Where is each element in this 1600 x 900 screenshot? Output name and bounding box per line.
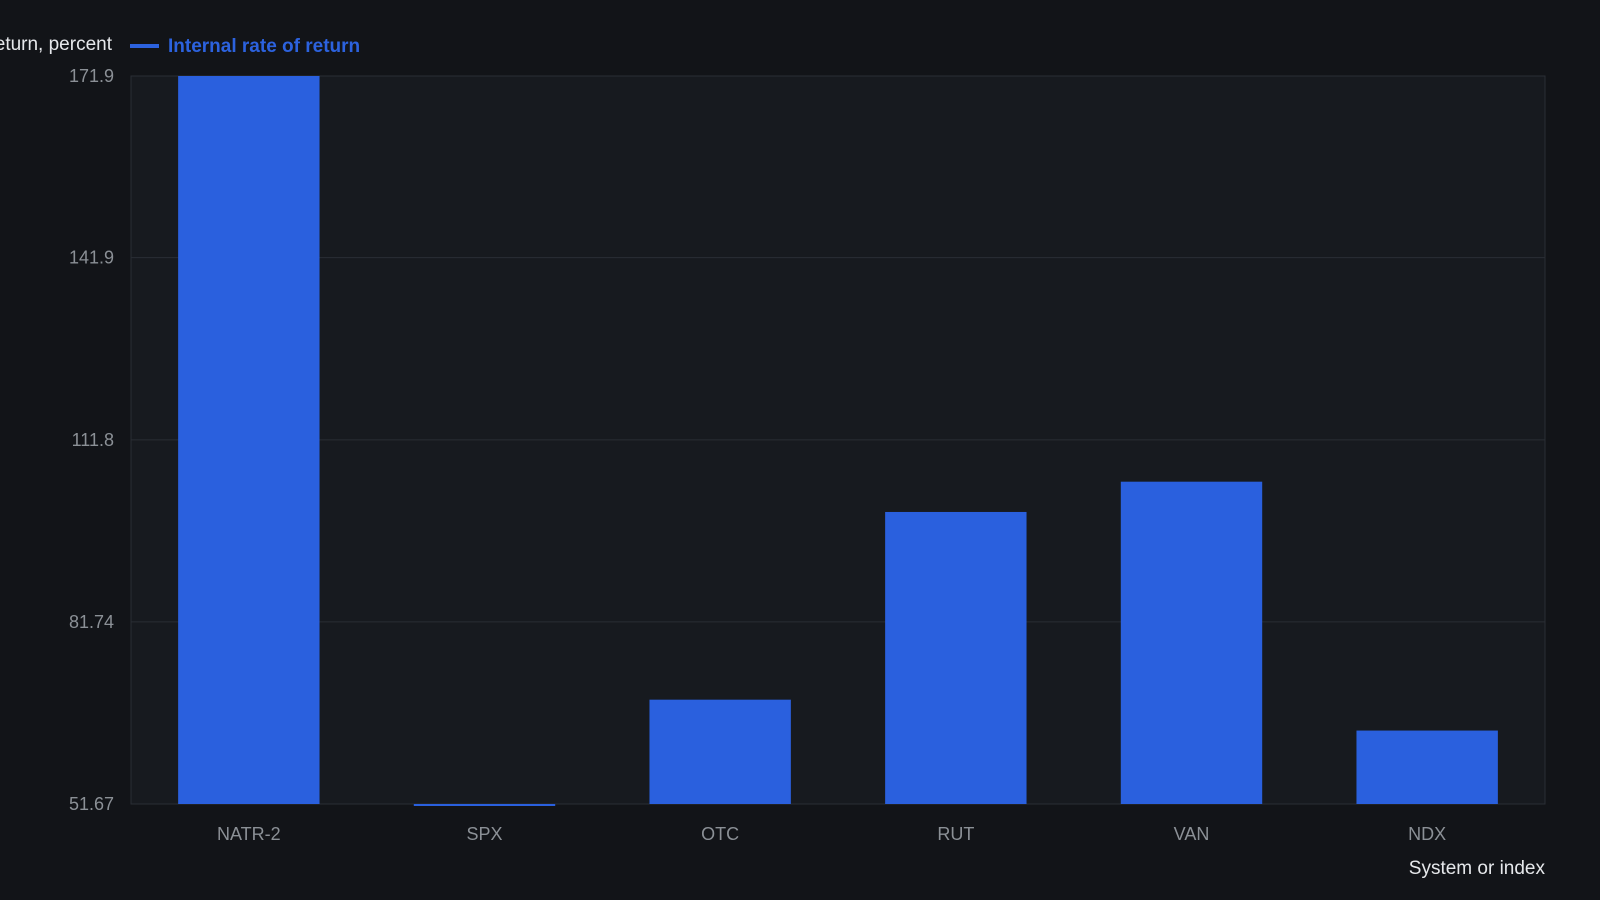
- bar-spx[interactable]: [413, 804, 556, 806]
- y-axis-ticks: 51.67 81.74 111.8 141.9 171.9: [69, 66, 114, 814]
- x-axis-ticks: NATR-2 SPX OTC RUT VAN NDX: [217, 824, 1446, 844]
- bar-ndx[interactable]: [1356, 730, 1498, 804]
- legend[interactable]: Internal rate of return: [130, 36, 360, 57]
- x-tick-label: OTC: [701, 824, 739, 844]
- y-axis-title: Internal rate of return, percent: [0, 34, 113, 55]
- grid-lines: [131, 257, 1545, 623]
- x-tick-label: NATR-2: [217, 824, 281, 844]
- y-tick-label: 141.9: [69, 248, 114, 268]
- y-tick-label: 171.9: [69, 66, 114, 86]
- bar-van[interactable]: [1120, 481, 1263, 804]
- y-tick-label: 81.74: [69, 612, 114, 632]
- bars: [178, 76, 1498, 806]
- legend-label: Internal rate of return: [168, 36, 360, 57]
- x-tick-label: VAN: [1174, 824, 1210, 844]
- y-tick-label: 51.67: [69, 794, 114, 814]
- bar-natr-2[interactable]: [178, 76, 320, 804]
- x-tick-label: RUT: [937, 824, 974, 844]
- x-tick-label: NDX: [1408, 824, 1446, 844]
- bar-otc[interactable]: [649, 699, 791, 804]
- x-tick-label: SPX: [466, 824, 502, 844]
- x-axis-title: System or index: [1409, 858, 1546, 879]
- bar-rut[interactable]: [885, 511, 1027, 804]
- y-tick-label: 111.8: [72, 430, 114, 450]
